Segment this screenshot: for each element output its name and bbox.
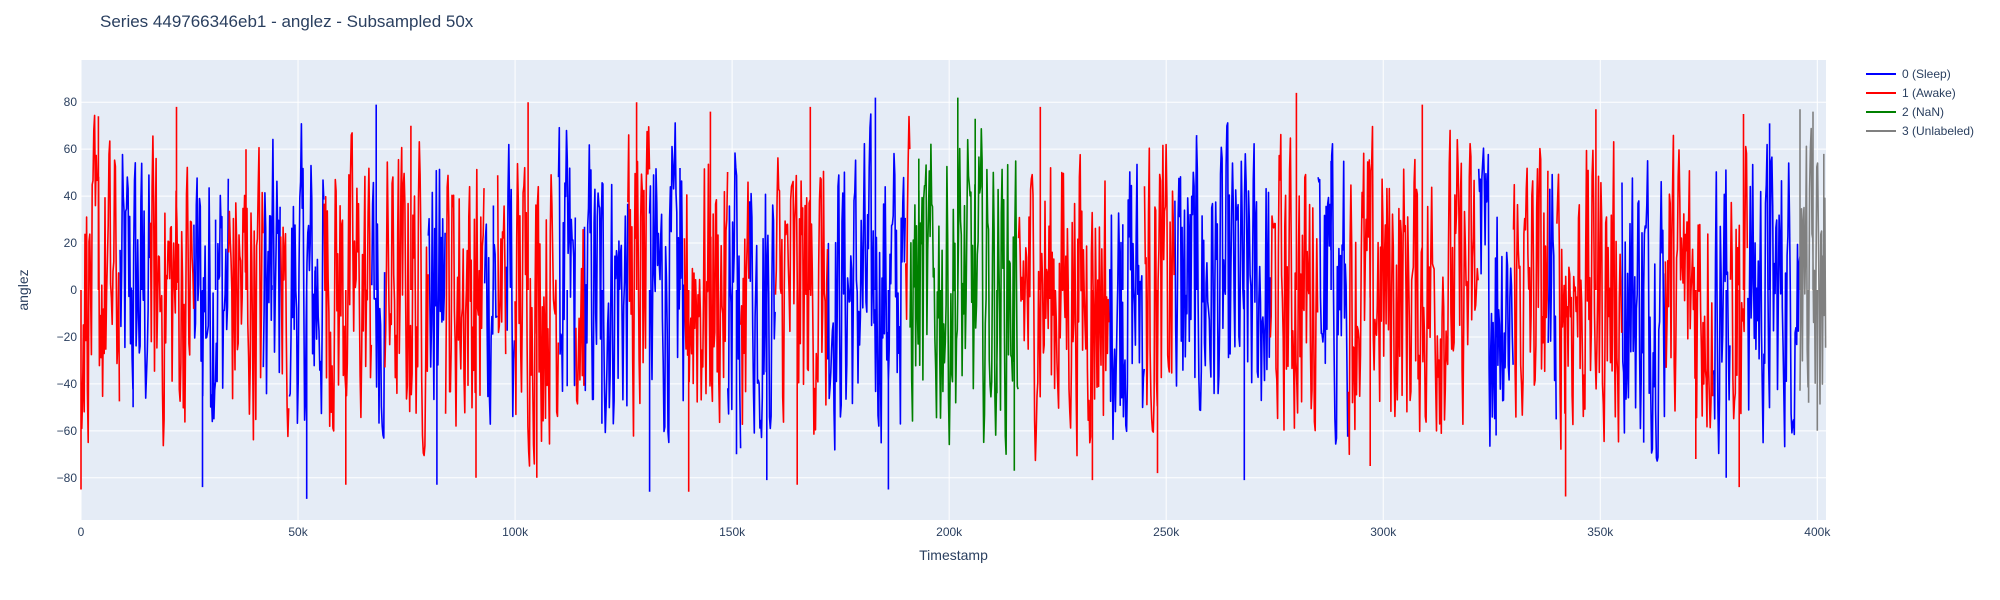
series-line-segment: [627, 102, 651, 437]
y-axis-title: anglez: [15, 269, 31, 310]
series-line-segment: [1547, 173, 1557, 420]
series-line-segment: [1712, 169, 1731, 478]
series-line-segment: [227, 146, 264, 441]
series-line-segment: [288, 123, 325, 499]
y-tick-label: −80: [57, 471, 78, 485]
series-line-segment: [384, 125, 429, 457]
series-line-segment: [371, 104, 386, 439]
x-axis-title: Timestamp: [919, 547, 988, 563]
series-line-segment: [748, 192, 776, 481]
series-line-segment: [557, 126, 577, 392]
series-line-segment: [774, 106, 829, 485]
series-line-segment: [1143, 143, 1175, 474]
y-tick-label: −40: [57, 377, 78, 391]
series-line-segment: [80, 114, 121, 490]
chart-title: Series 449766346eb1 - anglez - Subsample…: [100, 12, 474, 31]
series-line-segment: [427, 168, 446, 485]
y-tick-label: 0: [70, 283, 77, 297]
series-line-segment: [1556, 109, 1623, 497]
x-tick-label: 0: [78, 525, 85, 539]
series-line-segment: [1017, 106, 1110, 481]
series-line-segment: [1109, 163, 1145, 441]
series-line-segment: [1512, 147, 1549, 418]
series-line-segment: [193, 177, 230, 488]
series-line-segment: [279, 226, 290, 438]
x-tick-label: 300k: [1370, 525, 1397, 539]
series-line-segment: [583, 144, 629, 434]
y-tick-label: 80: [64, 95, 78, 109]
series-line-segment: [1317, 143, 1349, 445]
series-line-segment: [514, 102, 560, 478]
series-line-segment: [1729, 114, 1749, 488]
series-line-segment: [496, 175, 507, 355]
series-line-segment: [149, 106, 195, 447]
series-line-segment: [1664, 134, 1714, 459]
series-line-segment: [683, 111, 729, 492]
y-tick-label: 40: [64, 189, 78, 203]
x-tick-label: 400k: [1804, 525, 1831, 539]
series-line-segment: [575, 228, 585, 405]
x-tick-label: 250k: [1153, 525, 1180, 539]
series-line-segment: [909, 97, 1019, 471]
x-tick-label: 200k: [936, 525, 963, 539]
series-line-segment: [1347, 104, 1479, 466]
series-line-segment: [1269, 92, 1319, 432]
series-line-segment: [648, 122, 685, 492]
series-line-segment: [826, 97, 906, 490]
legend-label: 3 (Unlabeled): [1902, 124, 1974, 138]
legend-label: 1 (Awake): [1902, 86, 1956, 100]
y-tick-label: 20: [64, 236, 78, 250]
series-line-segment: [740, 181, 750, 425]
series-line-segment: [727, 152, 742, 455]
series-line-segment: [119, 153, 151, 408]
series-2: [909, 97, 1019, 471]
y-tick-label: 60: [64, 142, 78, 156]
series-3: [1799, 109, 1827, 431]
series-line-segment: [1174, 122, 1271, 481]
x-tick-label: 50k: [288, 525, 308, 539]
x-tick-label: 150k: [719, 525, 746, 539]
series-line-segment: [444, 168, 485, 478]
series-line-segment: [262, 138, 281, 395]
series-line-segment: [905, 115, 911, 320]
legend-label: 0 (Sleep): [1902, 67, 1951, 81]
series-line-segment: [483, 205, 498, 425]
series-line-segment: [323, 132, 373, 485]
series-0: [119, 97, 1801, 499]
series-line-segment: [1799, 109, 1827, 431]
series-1: [80, 92, 1749, 497]
series-line-segment: [1477, 147, 1514, 447]
legend-label: 2 (NaN): [1902, 105, 1944, 119]
y-tick-label: −20: [57, 330, 78, 344]
y-tick-label: −60: [57, 424, 78, 438]
x-tick-label: 100k: [502, 525, 529, 539]
series-line-segment: [1621, 160, 1666, 462]
x-tick-label: 350k: [1587, 525, 1614, 539]
series-line-segment: [505, 143, 516, 418]
series-line-segment: [1747, 123, 1801, 448]
